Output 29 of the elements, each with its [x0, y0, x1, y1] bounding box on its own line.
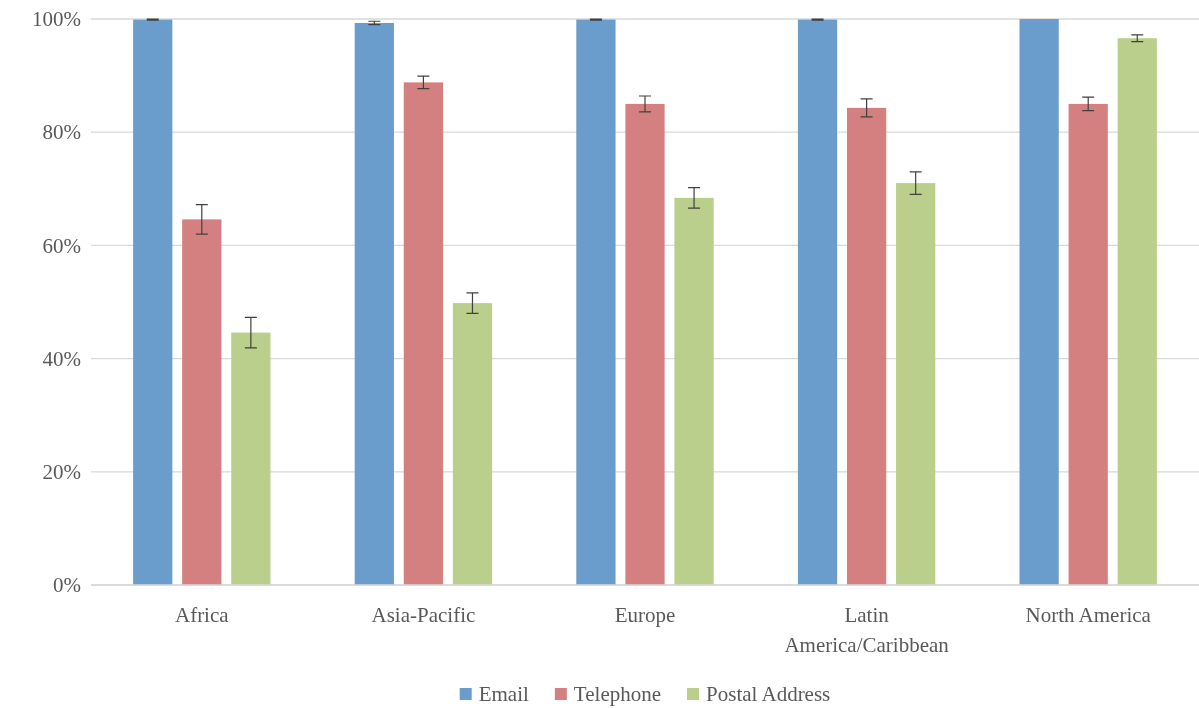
bar: [354, 22, 394, 585]
x-tick-label: Latin America/Caribbean: [784, 603, 950, 657]
y-tick-label: 40%: [42, 346, 81, 371]
y-tick-label: 60%: [42, 233, 81, 258]
bar: [1117, 38, 1157, 585]
bar: [231, 332, 271, 585]
bar: [625, 103, 665, 585]
bar: [674, 197, 714, 585]
x-tick-label: Africa: [174, 603, 230, 627]
x-tick-label: North America: [1025, 603, 1152, 627]
bar: [452, 303, 493, 585]
x-tick-label: Asia-Pacific: [371, 603, 476, 627]
y-tick-label: 80%: [42, 120, 81, 145]
x-tick-label: Europe: [614, 603, 676, 627]
y-tick-label: 20%: [42, 460, 81, 485]
legend-label: Postal Address: [706, 682, 831, 706]
y-tick-label: 0%: [53, 573, 81, 598]
y-tick-label: 100%: [32, 7, 81, 32]
bar: [1068, 103, 1108, 585]
bar: [1019, 19, 1059, 585]
bar: [133, 19, 173, 585]
bar: [896, 183, 936, 585]
bar: [403, 82, 444, 585]
bar: [576, 19, 616, 585]
bar: [797, 19, 838, 585]
legend-label: Telephone: [573, 682, 662, 706]
bar: [182, 219, 222, 585]
bar: [846, 107, 887, 585]
legend-label: Email: [478, 682, 530, 706]
